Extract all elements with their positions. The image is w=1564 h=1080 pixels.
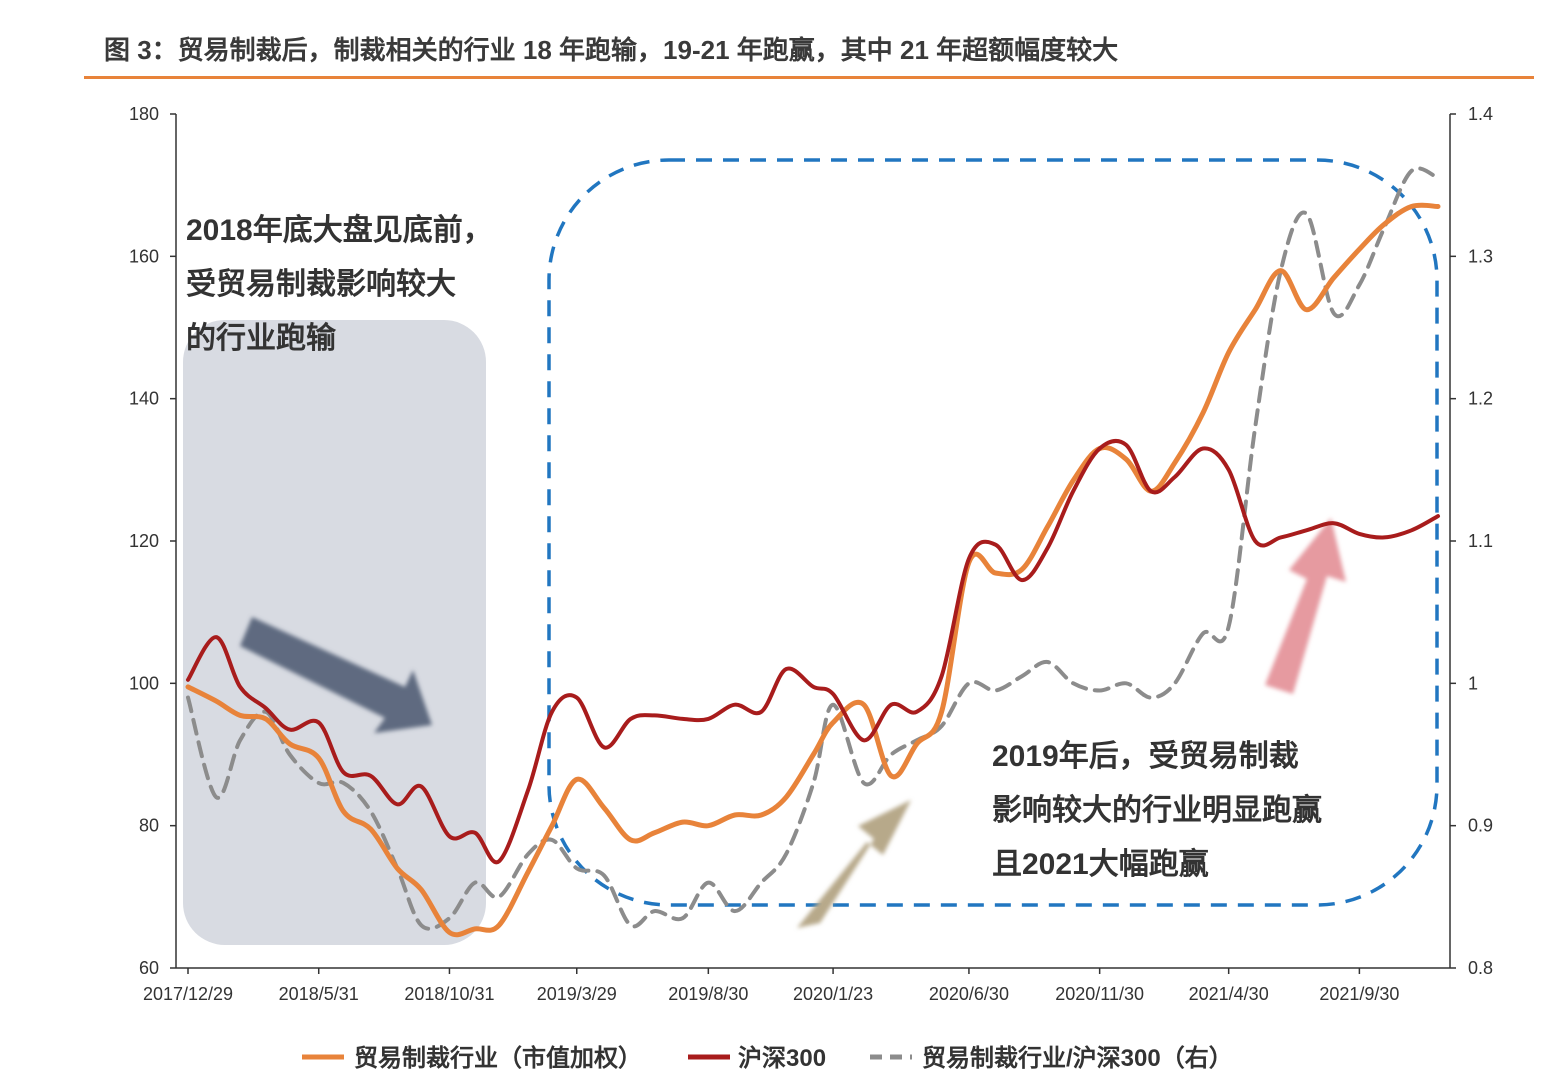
left-tick-label: 140 (129, 389, 159, 409)
x-tick-label: 2020/11/30 (1055, 984, 1144, 1004)
title-rule (84, 76, 1534, 79)
left-tick-label: 60 (139, 958, 159, 978)
legend-label-ratio: 贸易制裁行业/沪深300（右） (922, 1044, 1233, 1072)
left-tick-label: 120 (129, 531, 159, 551)
arrow-up-pink-icon (1265, 518, 1346, 694)
right-axis-ticks: 0.8 0.9 1 1.1 1.2 1.3 1.4 (1450, 104, 1493, 978)
legend-label-industry: 贸易制裁行业（市值加权） (354, 1044, 642, 1072)
x-tick-label: 2021/4/30 (1189, 984, 1269, 1004)
right-tick-label: 1 (1468, 673, 1478, 693)
arrow-down-icon (240, 617, 432, 733)
annotation-right-line-3: 且2021大幅跑赢 (992, 847, 1209, 881)
x-tick-label: 2019/3/29 (537, 984, 617, 1004)
annotation-right: 2019年后，受贸易制裁 影响较大的行业明显跑赢 且2021大幅跑赢 (992, 740, 1322, 881)
x-tick-label: 2018/10/31 (404, 984, 494, 1004)
x-tick-label: 2018/5/31 (279, 984, 359, 1004)
left-tick-label: 80 (139, 816, 159, 836)
legend-label-hs300: 沪深300 (738, 1045, 826, 1072)
x-tick-label: 2019/8/30 (668, 984, 748, 1004)
x-tick-label: 2021/9/30 (1319, 984, 1399, 1004)
left-axis-ticks: 60 80 100 120 140 160 180 (129, 104, 176, 978)
left-tick-label: 100 (129, 673, 159, 693)
series-layer (185, 166, 1441, 938)
right-tick-label: 1.4 (1468, 104, 1493, 124)
right-tick-label: 0.8 (1468, 958, 1493, 978)
shaded-region-2018 (183, 320, 486, 945)
annotation-left: 2018年底大盘见底前， 受贸易制裁影响较大 的行业跑输 (186, 213, 493, 355)
legend: 贸易制裁行业（市值加权） 沪深300 贸易制裁行业/沪深300（右） (302, 1044, 1233, 1072)
right-tick-label: 1.1 (1468, 531, 1493, 551)
right-tick-label: 1.3 (1468, 246, 1493, 266)
left-tick-label: 160 (129, 246, 159, 266)
annotation-left-line-2: 受贸易制裁影响较大 (186, 267, 456, 301)
annotation-right-line-1: 2019年后，受贸易制裁 (992, 740, 1299, 773)
figure-title: 图 3：贸易制裁后，制裁相关的行业 18 年跑输，19-21 年跑赢，其中 21… (104, 35, 1119, 65)
right-tick-label: 1.2 (1468, 389, 1493, 409)
series-line-hs300 (186, 438, 1440, 865)
annotation-right-line-2: 影响较大的行业明显跑赢 (992, 793, 1322, 827)
dashed-highlight-box (547, 158, 1439, 907)
left-tick-label: 180 (129, 104, 159, 124)
right-tick-label: 0.9 (1468, 816, 1493, 836)
x-tick-label: 2020/1/23 (793, 984, 873, 1004)
series-line-industry (185, 202, 1441, 938)
x-axis-ticks: 2017/12/29 2018/5/31 2018/10/31 2019/3/29 20… (143, 968, 1399, 1004)
annotation-left-line-3: 的行业跑输 (186, 322, 337, 355)
annotation-left-line-1: 2018年底大盘见底前， (186, 213, 493, 247)
arrow-up-tan-icon (797, 800, 911, 928)
x-tick-label: 2017/12/29 (143, 984, 233, 1004)
x-tick-label: 2020/6/30 (929, 984, 1009, 1004)
